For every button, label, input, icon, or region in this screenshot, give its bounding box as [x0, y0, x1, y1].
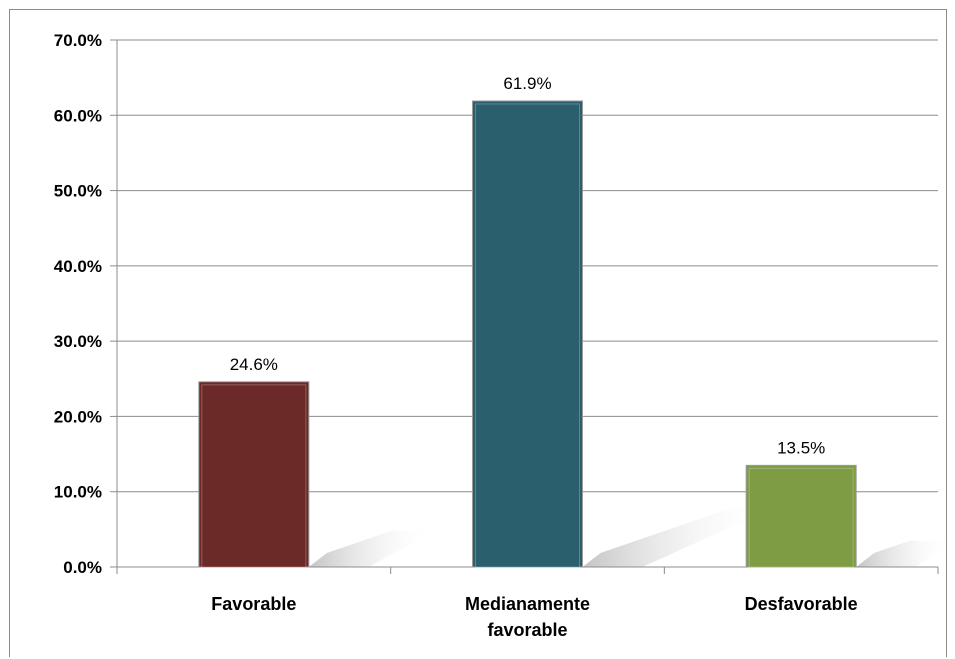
bar-shadow — [582, 509, 771, 567]
bars — [198, 100, 857, 568]
bar-bevel — [475, 103, 580, 568]
data-label: 24.6% — [230, 355, 278, 374]
bar-bevel — [201, 384, 307, 568]
x-tick-label: Favorable — [211, 594, 296, 614]
x-tick-label: Medianamente — [465, 594, 590, 614]
bar-shadow — [856, 540, 952, 567]
y-tick-label: 0.0% — [63, 558, 102, 577]
labels: 0.0% 10.0% 20.0% 30.0% 40.0% 50.0% 60.0% 70.0% 2… — [54, 31, 858, 640]
y-tick-label: 30.0% — [54, 332, 102, 351]
y-tick-label: 50.0% — [54, 182, 102, 201]
x-tick-label: Desfavorable — [745, 594, 858, 614]
bar-shadow — [308, 530, 435, 567]
y-tick-label: 40.0% — [54, 257, 102, 276]
y-tick-label: 60.0% — [54, 106, 102, 125]
y-tick-label: 20.0% — [54, 407, 102, 426]
y-tick-label: 70.0% — [54, 31, 102, 50]
x-tick-label: favorable — [487, 620, 567, 640]
bar-shadows — [308, 509, 952, 567]
data-label: 13.5% — [777, 438, 825, 457]
bar-bevel — [748, 467, 854, 568]
y-tick-label: 10.0% — [54, 483, 102, 502]
data-label: 61.9% — [503, 74, 551, 93]
